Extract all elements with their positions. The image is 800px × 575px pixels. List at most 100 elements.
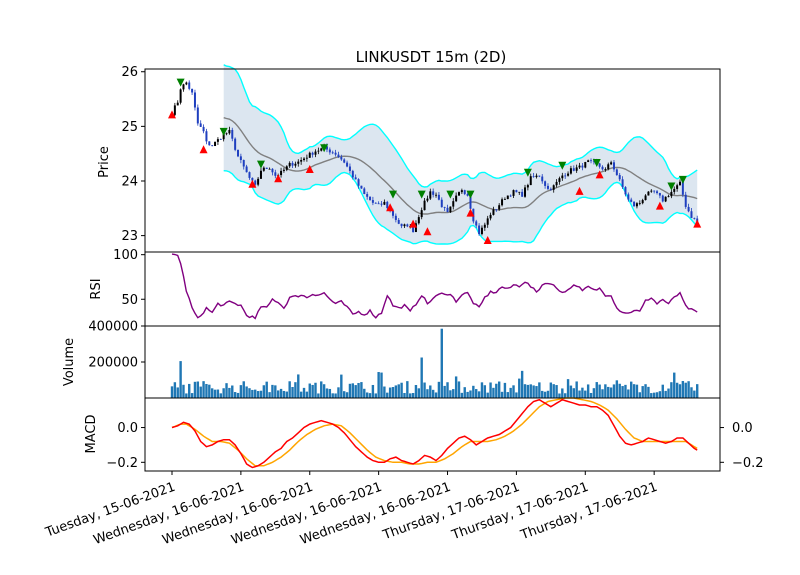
volume-bar — [345, 392, 349, 398]
candle-body — [435, 194, 438, 196]
candle-body — [627, 194, 630, 200]
candle-body — [569, 168, 572, 174]
volume-bar — [681, 381, 685, 398]
candle-body — [458, 192, 460, 196]
candle-body — [228, 129, 231, 134]
volume-bar — [256, 391, 260, 398]
candle-body — [211, 145, 214, 147]
volume-bar — [569, 385, 573, 398]
candle-body — [587, 160, 590, 163]
volume-bar — [374, 393, 377, 398]
candle-body — [489, 214, 492, 219]
candle-body — [328, 149, 331, 153]
candle-body — [480, 227, 483, 235]
candle-body — [245, 166, 248, 173]
volume-bar — [423, 382, 426, 398]
candle-body — [483, 224, 486, 228]
candle-body — [369, 196, 372, 201]
volume-bar — [615, 380, 619, 398]
volume-bar — [274, 385, 277, 398]
volume-bar — [417, 388, 421, 398]
candle-body — [555, 181, 558, 186]
volume-bar — [357, 382, 360, 398]
volume-bar — [500, 391, 504, 398]
candle-body — [690, 211, 693, 218]
candle-body — [521, 191, 524, 197]
sell-marker — [320, 144, 329, 153]
sma-line — [223, 117, 698, 215]
candle-body — [644, 195, 647, 201]
volume-bar — [483, 385, 487, 398]
volume-bar — [320, 381, 323, 398]
volume-bar — [231, 385, 234, 398]
candle-body — [601, 166, 604, 170]
candle-body — [251, 177, 254, 181]
candle-body — [423, 200, 426, 211]
candle-body — [282, 169, 285, 171]
volume-bar — [638, 392, 642, 398]
volume-bar — [213, 389, 217, 398]
volume-bar — [558, 393, 561, 398]
volume-bar — [598, 384, 601, 398]
rsi-frame — [144, 251, 721, 327]
volume-bar — [632, 384, 636, 398]
candle-body — [443, 207, 446, 208]
sell-marker — [417, 190, 426, 199]
candle-body — [492, 209, 495, 215]
candle-body — [391, 210, 394, 216]
volume-bar — [549, 382, 553, 398]
candle-body — [567, 173, 570, 176]
candle-body — [661, 195, 664, 202]
candle-body — [524, 187, 527, 197]
volume-bar — [555, 385, 558, 398]
macd-axis-label: MACD — [84, 415, 99, 454]
candle-body — [248, 172, 251, 178]
candle-body — [205, 131, 208, 142]
volume-bar — [245, 386, 248, 398]
volume-bar — [463, 387, 466, 398]
volume-bar — [228, 387, 231, 398]
volume-bar — [199, 386, 202, 398]
volume-bar — [325, 388, 329, 398]
candle-body — [437, 194, 440, 200]
candle-body — [673, 188, 676, 192]
volume-bar — [400, 382, 403, 398]
volume-bar — [388, 387, 392, 398]
candle-body — [340, 156, 343, 160]
volume-bar — [291, 387, 294, 398]
volume-bar — [294, 382, 297, 398]
price-y-tick-label: 24 — [121, 174, 138, 189]
candle-body — [578, 165, 581, 168]
candle-body — [285, 166, 288, 170]
candle-body — [294, 163, 297, 166]
candle-body — [638, 203, 641, 204]
volume-bar — [492, 387, 495, 398]
volume-bar — [506, 392, 509, 398]
volume-bar — [696, 384, 699, 398]
volume-bar — [520, 370, 524, 398]
candle-body — [667, 196, 670, 198]
buy-marker — [199, 145, 208, 154]
candle-body — [581, 165, 584, 168]
volume-bar — [472, 385, 475, 398]
volume-bar — [497, 381, 501, 398]
volume-bar — [477, 391, 481, 398]
volume-bar — [563, 393, 567, 398]
volume-bar — [581, 387, 584, 398]
buy-marker — [386, 203, 395, 212]
volume-bar — [618, 383, 621, 398]
candle-body — [561, 175, 564, 179]
candle-body — [624, 187, 627, 195]
volume-bar — [641, 386, 644, 398]
volume-bar — [452, 389, 455, 398]
volume-bar — [236, 392, 240, 398]
volume-bar — [624, 384, 627, 398]
volume-bar — [216, 389, 220, 398]
volume-bar — [523, 384, 527, 398]
candle-body — [564, 175, 567, 177]
volume-bar — [652, 392, 656, 398]
volume-bar — [179, 361, 182, 398]
candle-body — [541, 176, 544, 182]
candle-body — [544, 181, 547, 186]
volume-bar — [575, 381, 578, 398]
